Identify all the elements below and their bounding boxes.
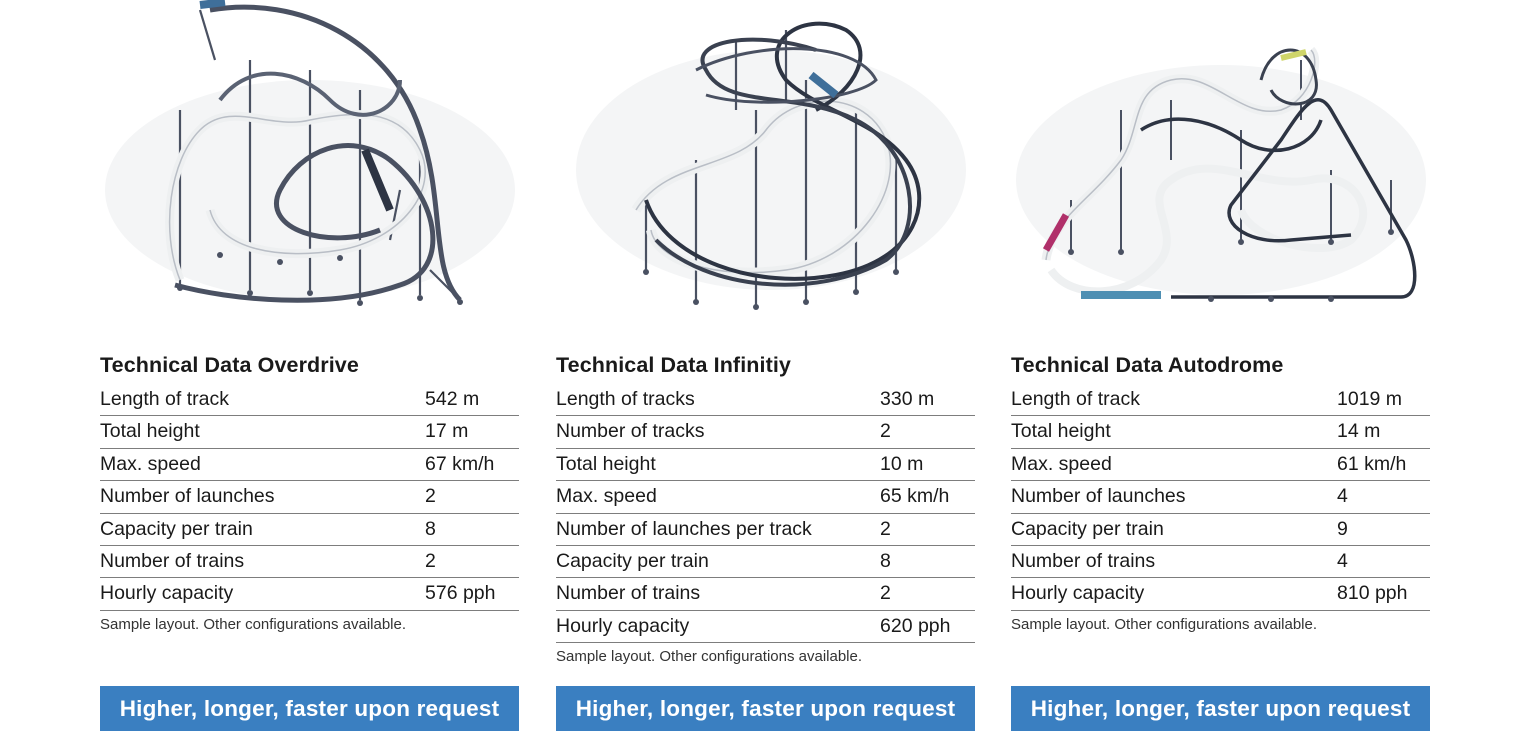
- sample-layout-note: Sample layout. Other configurations avai…: [556, 648, 863, 666]
- row-value: 67 km/h: [425, 452, 495, 475]
- row-label: Number of tracks: [556, 420, 705, 443]
- autodrome-coaster-illustration: [1011, 0, 1430, 330]
- table-row: Hourly capacity 576 pph: [100, 578, 519, 611]
- table-row: Hourly capacity 810 pph: [1011, 578, 1430, 611]
- row-label: Total height: [1011, 420, 1111, 443]
- row-label: Total height: [556, 452, 656, 475]
- overdrive-title: Technical Data Overdrive: [100, 353, 359, 377]
- row-label: Capacity per train: [100, 517, 253, 540]
- row-label: Number of trains: [556, 582, 701, 605]
- row-value: 8: [880, 549, 891, 572]
- overdrive-request-button[interactable]: Higher, longer, faster upon request: [100, 686, 519, 731]
- row-label: Hourly capacity: [1011, 582, 1145, 605]
- table-row: Length of track 542 m: [100, 384, 519, 417]
- table-row: Length of track 1019 m: [1011, 384, 1430, 417]
- table-row: Number of launches 4: [1011, 481, 1430, 514]
- row-label: Total height: [100, 420, 200, 443]
- table-row: Total height 17 m: [100, 416, 519, 449]
- row-value: 61 km/h: [1337, 452, 1407, 475]
- row-value: 8: [425, 517, 436, 540]
- table-row: Max. speed 61 km/h: [1011, 449, 1430, 482]
- autodrome-tech-table: Length of track 1019 m Total height 14 m M…: [1011, 384, 1430, 633]
- infinitiy-tech-table: Length of tracks 330 m Number of tracks 2 …: [556, 384, 975, 665]
- row-value: 2: [880, 582, 891, 605]
- row-value: 4: [1337, 549, 1348, 572]
- overdrive-coaster-illustration: [100, 0, 519, 330]
- row-value: 2: [880, 420, 891, 443]
- table-row: Number of trains 2: [100, 546, 519, 579]
- row-value: 9: [1337, 517, 1348, 540]
- row-label: Number of launches per track: [556, 517, 812, 540]
- table-row: Number of tracks 2: [556, 416, 975, 449]
- table-row: Capacity per train 8: [556, 546, 975, 579]
- row-label: Max. speed: [556, 485, 657, 508]
- row-label: Capacity per train: [1011, 517, 1164, 540]
- table-row: Hourly capacity 620 pph: [556, 611, 975, 644]
- overdrive-tech-table: Length of track 542 m Total height 17 m Ma…: [100, 384, 519, 633]
- row-label: Length of track: [1011, 388, 1140, 410]
- infinitiy-title: Technical Data Infinitiy: [556, 353, 791, 377]
- row-label: Hourly capacity: [556, 614, 690, 637]
- row-value: 2: [425, 549, 436, 572]
- row-label: Length of tracks: [556, 388, 695, 410]
- table-row: Number of trains 2: [556, 578, 975, 611]
- row-value: 620 pph: [880, 614, 951, 637]
- row-value: 2: [425, 485, 436, 508]
- row-value: 1019 m: [1337, 388, 1403, 410]
- table-row: Capacity per train 8: [100, 514, 519, 546]
- row-label: Number of trains: [1011, 549, 1156, 572]
- table-row: Max. speed 67 km/h: [100, 449, 519, 482]
- table-row: Number of launches 2: [100, 481, 519, 514]
- row-value: 810 pph: [1337, 582, 1408, 605]
- sample-layout-note: Sample layout. Other configurations avai…: [1011, 615, 1318, 633]
- table-row: Capacity per train 9: [1011, 514, 1430, 546]
- table-row: Total height 14 m: [1011, 416, 1430, 449]
- row-label: Number of trains: [100, 549, 245, 572]
- table-row: Length of tracks 330 m: [556, 384, 975, 417]
- row-value: 14 m: [1337, 420, 1381, 443]
- table-row: Max. speed 65 km/h: [556, 481, 975, 514]
- row-value: 65 km/h: [880, 485, 950, 508]
- row-value: 576 pph: [425, 582, 496, 605]
- row-value: 542 m: [425, 388, 480, 410]
- table-row: Total height 10 m: [556, 449, 975, 482]
- row-label: Capacity per train: [556, 549, 709, 572]
- row-value: 17 m: [425, 420, 469, 443]
- row-label: Length of track: [100, 388, 229, 410]
- row-label: Max. speed: [1011, 452, 1112, 475]
- table-row: Number of trains 4: [1011, 546, 1430, 579]
- sample-layout-note: Sample layout. Other configurations avai…: [100, 615, 407, 633]
- table-row: Number of launches per track 2: [556, 514, 975, 546]
- row-label: Number of launches: [1011, 485, 1186, 508]
- row-label: Number of launches: [100, 485, 275, 508]
- infinitiy-request-button[interactable]: Higher, longer, faster upon request: [556, 686, 975, 731]
- autodrome-request-button[interactable]: Higher, longer, faster upon request: [1011, 686, 1430, 731]
- autodrome-title: Technical Data Autodrome: [1011, 353, 1284, 377]
- row-value: 4: [1337, 485, 1348, 508]
- row-value: 10 m: [880, 452, 924, 475]
- infinitiy-coaster-illustration: [556, 0, 975, 330]
- row-label: Max. speed: [100, 452, 201, 475]
- row-value: 330 m: [880, 388, 935, 410]
- row-value: 2: [880, 517, 891, 540]
- row-label: Hourly capacity: [100, 582, 234, 605]
